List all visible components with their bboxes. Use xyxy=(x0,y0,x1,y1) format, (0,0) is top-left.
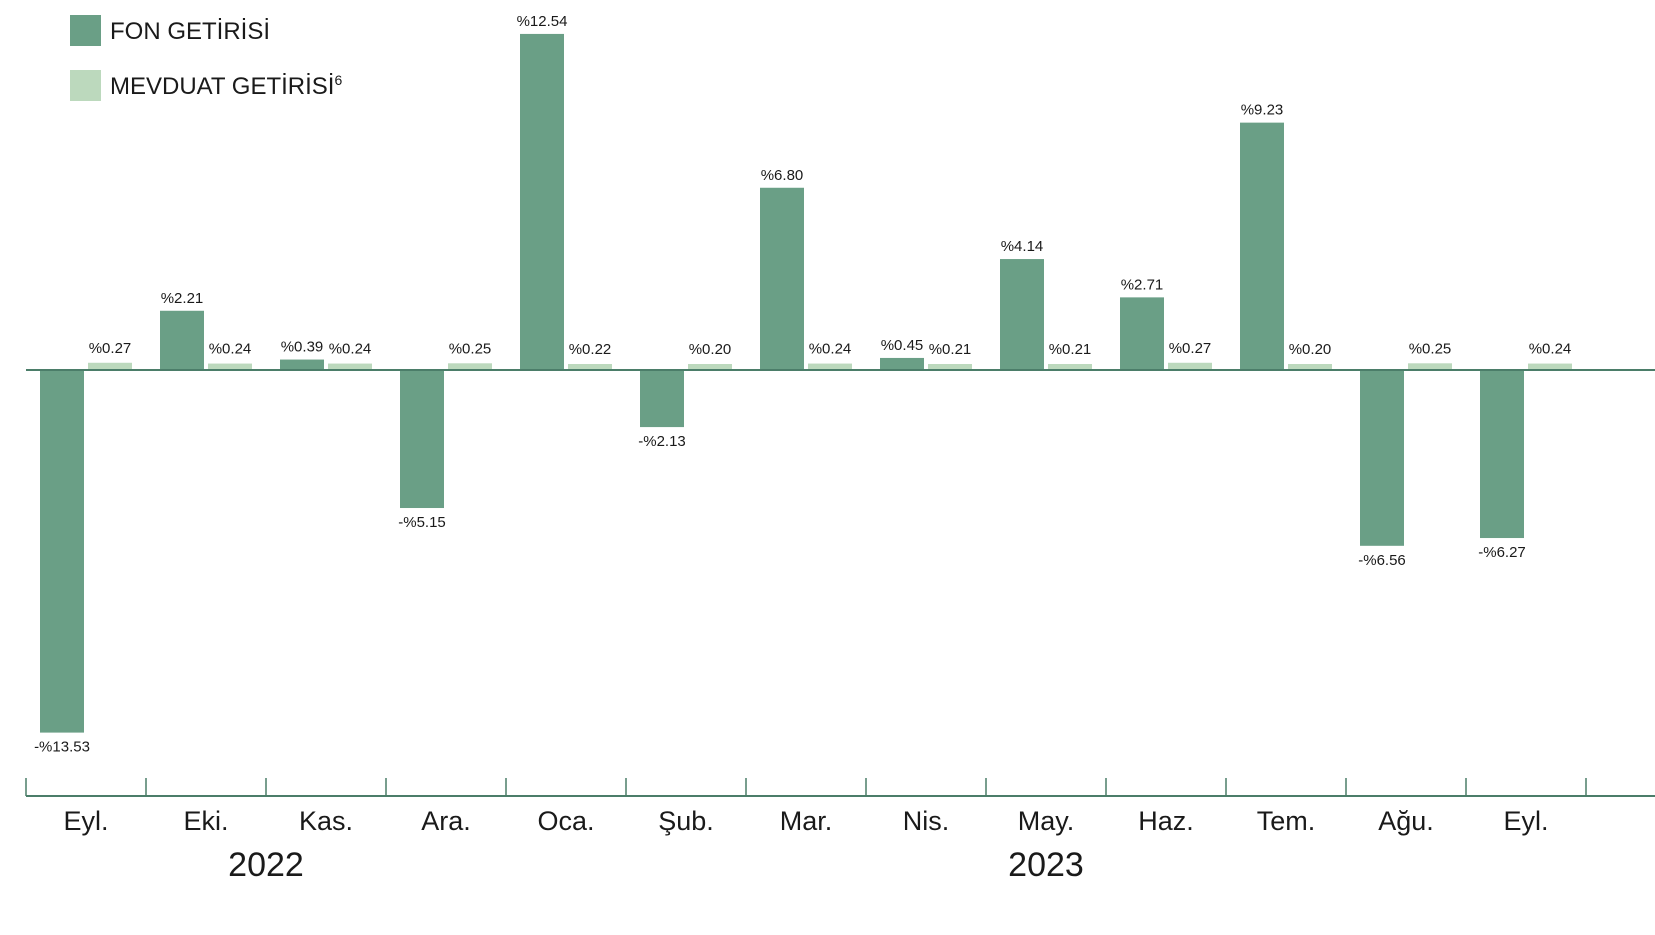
value-label-mevduat-3: %0.25 xyxy=(449,340,492,357)
value-label-mevduat-5: %0.20 xyxy=(689,341,732,358)
bar-mevduat-3 xyxy=(448,363,492,370)
bar-fon-7 xyxy=(880,357,924,370)
bar-mevduat-2 xyxy=(328,363,372,370)
value-label-fon-7: %0.45 xyxy=(881,337,924,354)
category-label-12: Eyl. xyxy=(1503,806,1548,836)
x-axis: Eyl. Eki. Kas. Ara. Oca. Şub. Mar. Nis. May. Haz.… xyxy=(25,369,1655,884)
bar-mevduat-4 xyxy=(568,364,612,370)
value-labels-layer: -%13.53 %0.27 %2.21 %0.24 %0.39 %0.24 -%5.15 %0… xyxy=(34,13,1571,756)
bar-mevduat-7 xyxy=(928,364,972,370)
value-label-mevduat-0: %0.27 xyxy=(89,340,132,357)
value-label-mevduat-12: %0.24 xyxy=(1529,341,1572,358)
bar-mevduat-10 xyxy=(1288,364,1332,370)
category-label-2: Kas. xyxy=(299,806,353,836)
bar-fon-1 xyxy=(160,310,204,370)
value-label-mevduat-4: %0.22 xyxy=(569,341,612,358)
category-label-8: May. xyxy=(1018,806,1075,836)
value-label-fon-8: %4.14 xyxy=(1001,238,1044,255)
legend-label-mevduat: MEVDUAT GETİRİSİ6 xyxy=(110,72,342,100)
category-label-5: Şub. xyxy=(658,806,714,836)
value-label-mevduat-2: %0.24 xyxy=(329,341,372,358)
bar-mevduat-12 xyxy=(1528,363,1572,370)
bar-fon-2 xyxy=(280,359,324,370)
value-label-fon-5: -%2.13 xyxy=(638,433,686,450)
category-label-0: Eyl. xyxy=(63,806,108,836)
bar-mevduat-0 xyxy=(88,362,132,370)
value-label-mevduat-7: %0.21 xyxy=(929,341,972,358)
bar-fon-4 xyxy=(520,33,564,370)
value-label-fon-0: -%13.53 xyxy=(34,739,90,756)
bar-mevduat-1 xyxy=(208,363,252,370)
category-label-9: Haz. xyxy=(1138,806,1194,836)
category-label-1: Eki. xyxy=(183,806,228,836)
value-label-mevduat-1: %0.24 xyxy=(209,341,252,358)
value-label-fon-9: %2.71 xyxy=(1121,276,1164,293)
bar-fon-0 xyxy=(40,370,84,733)
value-label-fon-12: -%6.27 xyxy=(1478,544,1526,561)
year-label-2023: 2023 xyxy=(1008,846,1084,884)
category-label-10: Tem. xyxy=(1257,806,1316,836)
value-label-fon-4: %12.54 xyxy=(517,13,568,30)
bar-mevduat-11 xyxy=(1408,363,1452,370)
category-label-11: Ağu. xyxy=(1378,806,1434,836)
legend-swatch-fon xyxy=(70,15,101,46)
value-label-mevduat-9: %0.27 xyxy=(1169,340,1212,357)
legend: FON GETİRİSİ MEVDUAT GETİRİSİ6 xyxy=(70,15,342,101)
bar-mevduat-8 xyxy=(1048,364,1092,370)
value-label-fon-3: -%5.15 xyxy=(398,514,446,531)
legend-label-mevduat-text: MEVDUAT GETİRİSİ xyxy=(110,73,334,100)
bar-fon-5 xyxy=(640,370,684,428)
value-label-mevduat-8: %0.21 xyxy=(1049,341,1092,358)
value-label-mevduat-11: %0.25 xyxy=(1409,340,1452,357)
bar-mevduat-5 xyxy=(688,364,732,370)
bar-mevduat-9 xyxy=(1168,362,1212,370)
year-label-2022: 2022 xyxy=(228,846,304,884)
value-label-fon-11: -%6.56 xyxy=(1358,552,1406,569)
value-label-mevduat-10: %0.20 xyxy=(1289,341,1332,358)
legend-swatch-mevduat xyxy=(70,70,101,101)
value-label-fon-1: %2.21 xyxy=(161,290,204,307)
category-label-7: Nis. xyxy=(903,806,950,836)
bar-fon-8 xyxy=(1000,259,1044,370)
value-label-fon-6: %6.80 xyxy=(761,167,804,184)
category-label-4: Oca. xyxy=(537,806,594,836)
bar-fon-3 xyxy=(400,370,444,509)
bar-fon-12 xyxy=(1480,370,1524,539)
value-label-mevduat-6: %0.24 xyxy=(809,341,852,358)
bars-layer xyxy=(40,33,1572,733)
value-label-fon-10: %9.23 xyxy=(1241,102,1284,119)
category-label-3: Ara. xyxy=(421,806,471,836)
bar-fon-6 xyxy=(760,187,804,370)
value-label-fon-2: %0.39 xyxy=(281,339,324,356)
legend-label-fon: FON GETİRİSİ xyxy=(110,18,270,45)
bar-fon-9 xyxy=(1120,297,1164,370)
bar-fon-10 xyxy=(1240,122,1284,370)
bar-fon-11 xyxy=(1360,370,1404,546)
bar-mevduat-6 xyxy=(808,363,852,370)
category-label-6: Mar. xyxy=(780,806,833,836)
legend-label-mevduat-superscript: 6 xyxy=(334,72,342,88)
